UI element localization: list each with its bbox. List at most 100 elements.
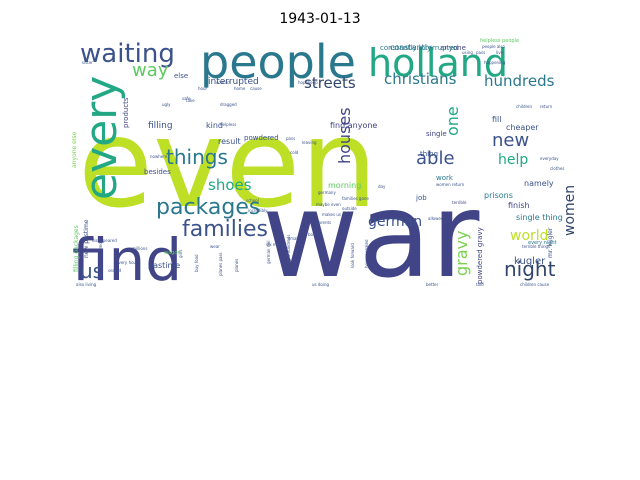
word-people: people <box>200 36 356 89</box>
word-products: products <box>122 97 130 128</box>
chart-title: 1943-01-13 <box>279 11 361 27</box>
word-clothes: clothes <box>550 166 564 171</box>
word-powdered-gravy: powdered gravy <box>476 227 484 284</box>
word-gravy: gravy <box>452 231 471 276</box>
word-war: war <box>262 166 480 292</box>
word-single: single <box>426 130 447 138</box>
word-four-hundreds: four hundreds <box>98 240 103 268</box>
word-morning: morning <box>328 181 361 190</box>
word-able: able <box>416 148 455 169</box>
word-wagon: wagon <box>164 250 181 256</box>
word-people-also: people also <box>482 44 505 49</box>
word-packages: packages <box>156 195 260 220</box>
word-every: every <box>76 76 127 200</box>
word-wear: wear <box>210 244 220 249</box>
word-pass: pass <box>286 136 295 141</box>
word-ugly: ugly <box>162 102 171 107</box>
word-families-gone: families gone <box>342 196 369 201</box>
word-filling-packages: filling packages <box>73 225 80 272</box>
word-fill: fill <box>492 115 501 124</box>
word-makes-us: makes us <box>322 212 341 217</box>
word-world: world <box>510 228 549 244</box>
word-keep: keep <box>308 80 318 85</box>
word-nowhere: nowhere <box>150 154 168 159</box>
word-help: help <box>498 152 528 168</box>
word-planes: planes <box>234 259 239 272</box>
word-home: home <box>234 86 246 91</box>
word-small: small <box>288 236 299 241</box>
word-things: things <box>166 145 228 169</box>
word-germany: germany <box>318 190 336 195</box>
word-bound: bound <box>308 232 321 237</box>
word-dragged: dragged <box>220 102 237 107</box>
word-children: children <box>516 104 533 109</box>
word-buy-food: buy food <box>194 254 199 272</box>
word-hope: hope <box>298 80 309 85</box>
word-women: women <box>562 185 578 236</box>
word-school: school <box>246 198 259 203</box>
word-filling: filling <box>148 121 173 131</box>
word-way: way <box>132 60 169 81</box>
word-constantly: constantly <box>390 43 432 52</box>
word-interrupted: interrupted <box>208 77 259 87</box>
word-incredibly: incredibly <box>248 208 268 213</box>
word-powdered: powdered <box>244 134 279 142</box>
word-hour: hour <box>198 86 208 91</box>
word-return: return <box>540 104 553 109</box>
word-take: take <box>186 98 195 103</box>
word-german: german <box>368 214 422 230</box>
word-every-hour: every hour <box>116 260 138 265</box>
word-waiting: waiting <box>80 39 175 69</box>
word-also-living: also living <box>76 282 97 287</box>
word-look-forward: look forward <box>350 243 355 268</box>
word-besides: besides <box>144 168 171 176</box>
word-prisons: prisons <box>484 191 513 200</box>
word-parents: parents <box>316 220 331 225</box>
word-find-anyone: find anyone <box>330 121 377 130</box>
word-houses-sealed: houses sealed <box>364 239 369 268</box>
word-shoes: shoes <box>208 176 252 194</box>
word-new-pastime: new pastime <box>83 219 90 258</box>
word-us: us <box>80 259 103 283</box>
word-kugler: kugler <box>514 256 546 267</box>
word-day: day <box>378 184 386 189</box>
word-helpless-people: helpless people <box>480 38 519 44</box>
word-planes-pass: planes pass <box>218 252 223 276</box>
word-thing: thing <box>420 150 438 158</box>
word-pastime: pastime <box>148 261 180 270</box>
word-right-hundreds: right hundreds <box>286 235 291 264</box>
word-helpless: helpless <box>220 122 236 127</box>
word-safe: safe <box>182 96 191 101</box>
word-single-thing: single thing <box>516 213 563 222</box>
word-constantly-interrupted: constantly interrupted <box>380 44 458 52</box>
word-sister: sister <box>82 60 93 65</box>
word-pass: pass <box>476 50 485 55</box>
word-one: one <box>443 106 462 136</box>
word-cold: cold <box>290 150 299 155</box>
word-holland: holland <box>368 41 508 85</box>
word-everyday: everyday <box>540 156 559 161</box>
word-anyone-else: anyone else <box>72 131 78 168</box>
word-girls: girls <box>178 250 183 259</box>
word-terrible: terrible <box>452 200 467 205</box>
word-happening: happening <box>484 60 506 65</box>
word-children-cause: children cause <box>520 282 550 287</box>
word-streets: streets <box>304 74 356 92</box>
word-mr-kugler: mr. kugler <box>547 227 554 258</box>
word-allowed: allowed <box>428 216 444 221</box>
word-cheaper: cheaper <box>506 123 539 132</box>
word-us-doing: us doing <box>312 282 330 287</box>
word-disappeared: disappeared <box>92 238 117 243</box>
word-anyone: anyone <box>440 44 466 52</box>
word-hundreds: hundreds <box>484 72 555 90</box>
word-leaving: leaving <box>302 140 317 145</box>
word-cloud-background <box>72 36 578 292</box>
word-conflict: conflict <box>216 80 231 85</box>
word-find: find <box>72 226 182 292</box>
word-every-night: every night <box>528 240 557 246</box>
word-families: families <box>182 217 268 242</box>
word-night: night <box>504 257 556 281</box>
word-better: better <box>426 282 439 287</box>
word-work: work <box>436 174 454 182</box>
word-told: told <box>476 282 484 287</box>
